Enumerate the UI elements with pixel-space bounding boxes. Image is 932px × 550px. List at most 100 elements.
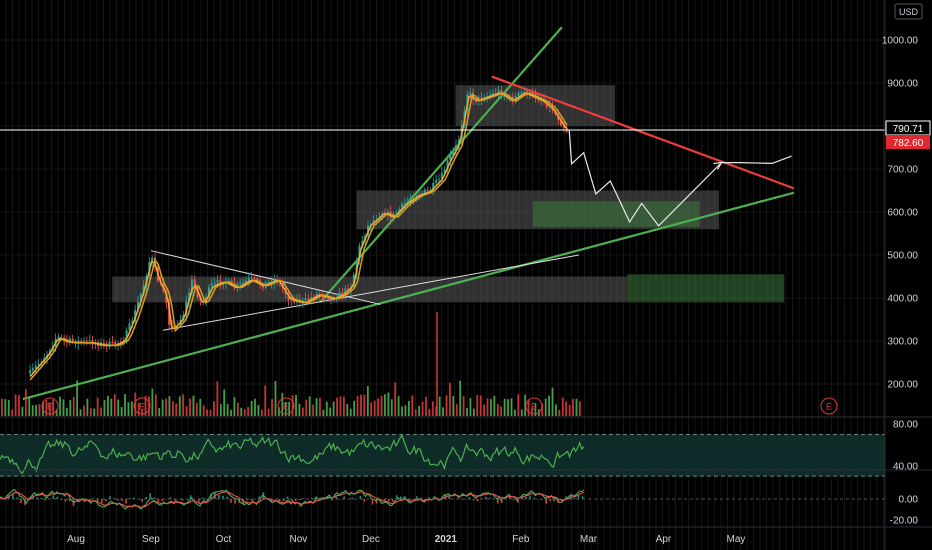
volume-bar: [195, 402, 198, 416]
volume-bar: [281, 392, 284, 416]
macd-histogram-bar: [488, 497, 491, 499]
volume-bar: [274, 380, 277, 416]
macd-histogram-bar: [133, 497, 135, 499]
volume-bar: [257, 405, 260, 416]
candle-body: [267, 281, 270, 283]
macd-histogram-bar: [177, 498, 180, 500]
volume-bar: [223, 389, 226, 416]
currency-label: USD: [899, 7, 919, 17]
macd-histogram-bar: [298, 499, 301, 501]
candle-body: [261, 284, 264, 288]
macd-histogram-bar: [117, 499, 119, 501]
volume-bar: [31, 405, 34, 416]
macd-histogram-bar: [218, 495, 220, 499]
volume-bar: [544, 398, 547, 416]
candle-body: [452, 150, 455, 156]
volume-bar: [79, 409, 82, 416]
volume-bar: [199, 398, 202, 416]
volume-bar: [298, 403, 301, 416]
event-marker[interactable]: E: [525, 397, 543, 415]
volume-bar: [479, 395, 482, 416]
candle-body: [480, 97, 483, 100]
macd-histogram-bar: [537, 499, 539, 500]
event-marker-label: E: [283, 402, 289, 412]
volume-bar: [103, 400, 106, 416]
macd-histogram-bar: [44, 499, 47, 501]
volume-bar: [264, 385, 267, 416]
candle-body: [443, 169, 446, 173]
volume-bar: [438, 396, 441, 416]
event-marker[interactable]: E: [820, 397, 838, 415]
macd-histogram-bar: [173, 499, 176, 501]
volume-bar: [110, 398, 113, 416]
macd-histogram-bar: [250, 499, 253, 501]
macd-histogram-bar: [395, 495, 398, 499]
volume-bar: [301, 407, 304, 416]
volume-bar: [59, 396, 61, 416]
candle-body: [250, 277, 253, 279]
y-axis: 1000.00900.00800.00700.00600.00500.00400…: [882, 36, 919, 527]
macd-histogram-bar: [428, 497, 430, 499]
volume-bar: [185, 406, 188, 416]
candle-body: [474, 99, 477, 102]
volume-bar: [271, 399, 273, 416]
x-tick-label: Sep: [142, 534, 160, 545]
candle-body: [310, 297, 313, 301]
candle-body: [287, 294, 290, 300]
currency-button[interactable]: USD: [894, 3, 923, 20]
candle-body: [239, 282, 242, 284]
volume-bar: [28, 397, 31, 416]
volume-bar: [558, 409, 561, 416]
volume-bar: [449, 382, 451, 416]
event-marker[interactable]: E: [41, 397, 59, 415]
volume-bar: [144, 395, 147, 416]
volume-bar: [486, 398, 489, 416]
macd-histogram-bar: [464, 498, 467, 500]
macd-histogram-bar: [169, 497, 172, 499]
volume-bar: [48, 402, 51, 416]
macd-histogram-bar: [391, 499, 394, 502]
macd-histogram-bar: [254, 499, 257, 500]
rsi-line: [0, 433, 585, 475]
volume-bar: [35, 404, 37, 416]
candle-body: [446, 160, 449, 170]
volume-bar: [117, 399, 120, 416]
volume-bar: [254, 398, 256, 416]
volume-bar: [435, 406, 438, 416]
y-tick-label: 200.00: [887, 380, 918, 391]
volume-bar: [548, 395, 550, 416]
candle-body: [540, 100, 543, 102]
event-marker[interactable]: E: [277, 397, 295, 415]
projection-arrowhead: [713, 161, 723, 170]
rsi-tick-label: 80.00: [893, 420, 918, 431]
volume-bar: [531, 407, 533, 416]
macd-histogram-bar: [315, 496, 317, 499]
volume-bar: [418, 405, 421, 416]
candle-body: [168, 302, 171, 325]
volume-bar: [401, 406, 403, 416]
candle-body: [134, 310, 137, 321]
macd-histogram-bar: [525, 497, 527, 499]
macd-histogram-bar: [343, 496, 345, 499]
macd-histogram-bar: [484, 496, 487, 499]
macd-histogram-bar: [36, 497, 38, 499]
macd-histogram-bar: [363, 499, 366, 502]
event-marker[interactable]: E: [133, 397, 151, 415]
volume-bar: [305, 399, 308, 416]
candle-body: [435, 180, 438, 183]
volume-bar: [315, 398, 318, 416]
volume-bar: [7, 399, 10, 416]
volume-bar: [490, 398, 492, 416]
candle-body: [437, 179, 440, 181]
volume-bar: [216, 381, 219, 416]
macd-histogram-bar: [181, 499, 184, 501]
candle-body: [517, 92, 520, 97]
macd-histogram-bar: [387, 499, 390, 502]
candle-body: [210, 283, 213, 288]
candle-body: [57, 336, 60, 340]
volume-bar: [561, 397, 564, 416]
macd-histogram-bar: [359, 495, 362, 499]
event-marker-label: E: [826, 402, 832, 412]
macd-histogram-bar: [476, 499, 479, 502]
